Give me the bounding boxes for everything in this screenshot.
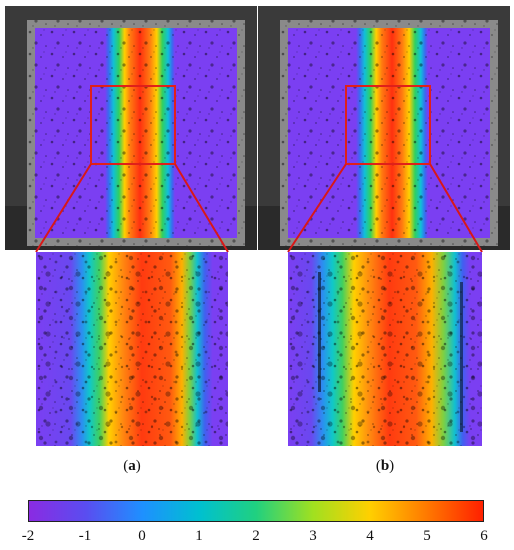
colorbar-tick-label: 5 xyxy=(423,528,431,544)
colorbar-tick-label: 3 xyxy=(309,528,317,544)
colorbar-tick-label: 6 xyxy=(480,528,488,544)
colorbar-tick-label: 4 xyxy=(366,528,374,544)
colorbar-tick-label: 0 xyxy=(138,528,146,544)
zoomed-region-b xyxy=(288,252,482,446)
caption-b-close: ) xyxy=(389,458,395,474)
caption-a-open: ( xyxy=(123,458,129,474)
zoom-connectors xyxy=(35,163,483,253)
caption-b: (b) xyxy=(365,458,405,475)
colorbar xyxy=(28,500,484,522)
colorbar-tick-label: 1 xyxy=(195,528,203,544)
caption-a-close: ) xyxy=(135,458,141,474)
zoomed-region-a xyxy=(36,252,228,446)
caption-b-letter: b xyxy=(380,458,390,474)
specimen-photo-a xyxy=(5,6,257,250)
caption-a-letter: a xyxy=(128,458,136,474)
colorbar-tick-label: -1 xyxy=(78,528,92,544)
colorbar-tick-label: 2 xyxy=(252,528,260,544)
caption-a: (a) xyxy=(112,458,152,475)
specimen-photo-b xyxy=(258,6,510,250)
caption-b-open: ( xyxy=(375,458,381,474)
colorbar-tick-label: -2 xyxy=(21,528,35,544)
